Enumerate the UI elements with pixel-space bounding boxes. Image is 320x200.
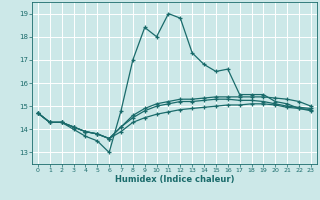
- X-axis label: Humidex (Indice chaleur): Humidex (Indice chaleur): [115, 175, 234, 184]
